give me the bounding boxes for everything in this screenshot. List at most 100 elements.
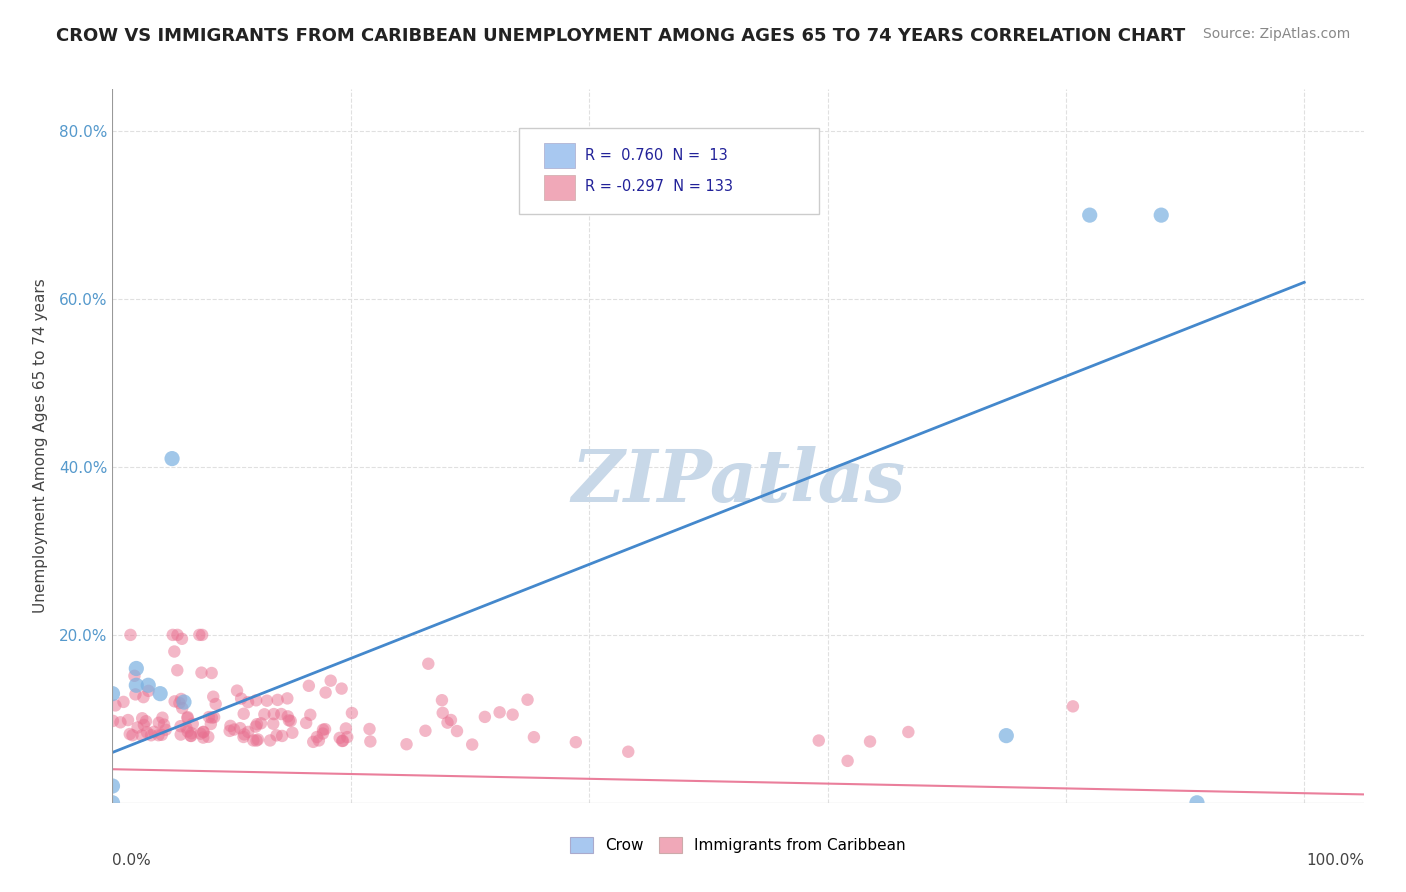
Point: [995, 729, 1018, 743]
Point: [335, 722, 357, 736]
Point: [305, 730, 328, 744]
Point: [430, 693, 453, 707]
Point: [190, 727, 212, 741]
Point: [176, 721, 198, 735]
Point: [136, 678, 159, 692]
Point: [166, 663, 188, 677]
Point: [150, 728, 173, 742]
Bar: [544, 175, 575, 200]
Point: [461, 738, 484, 752]
Point: [336, 730, 359, 744]
Point: [181, 716, 204, 731]
Point: [104, 698, 127, 713]
Point: [132, 690, 155, 705]
Point: [204, 697, 226, 711]
Point: [236, 725, 259, 739]
Point: [446, 724, 468, 739]
Text: R = -0.297  N = 133: R = -0.297 N = 133: [585, 179, 734, 194]
Point: [330, 681, 353, 696]
Point: [432, 706, 454, 720]
Point: [280, 714, 302, 728]
Text: ZIPatlas: ZIPatlas: [571, 446, 905, 517]
Point: [190, 665, 212, 680]
Point: [125, 678, 148, 692]
Point: [219, 719, 242, 733]
Text: R =  0.760  N =  13: R = 0.760 N = 13: [585, 148, 728, 163]
Point: [395, 737, 418, 751]
Point: [201, 665, 224, 680]
Point: [170, 692, 193, 706]
Point: [276, 691, 298, 706]
Point: [308, 733, 330, 747]
Point: [314, 722, 336, 736]
Point: [340, 706, 363, 720]
Point: [143, 724, 166, 739]
Point: [180, 729, 202, 743]
Point: [516, 692, 538, 706]
Point: [163, 694, 186, 708]
Point: [617, 745, 640, 759]
Point: [277, 709, 299, 723]
Point: [148, 715, 170, 730]
Point: [139, 728, 162, 742]
Point: [266, 693, 288, 707]
Point: [101, 779, 124, 793]
Point: [110, 715, 132, 730]
Point: [200, 717, 222, 731]
Text: 0.0%: 0.0%: [112, 853, 152, 868]
Point: [152, 711, 174, 725]
Point: [163, 644, 186, 658]
Text: Source: ZipAtlas.com: Source: ZipAtlas.com: [1202, 27, 1350, 41]
Point: [1062, 699, 1084, 714]
Point: [330, 734, 353, 748]
Point: [837, 754, 859, 768]
Point: [859, 734, 882, 748]
Point: [415, 723, 437, 738]
Point: [232, 706, 254, 721]
Point: [170, 632, 193, 646]
Point: [162, 628, 184, 642]
Point: [180, 729, 202, 743]
Point: [101, 796, 124, 810]
Point: [218, 723, 240, 738]
Point: [101, 714, 124, 728]
Point: [176, 710, 198, 724]
Point: [266, 728, 288, 742]
Point: [523, 730, 546, 744]
Point: [319, 673, 342, 688]
Legend: Crow, Immigrants from Caribbean: Crow, Immigrants from Caribbean: [564, 831, 912, 859]
Point: [315, 685, 337, 699]
Point: [170, 728, 193, 742]
Point: [131, 728, 153, 742]
Point: [1078, 208, 1101, 222]
Point: [332, 733, 354, 747]
Point: [224, 723, 246, 737]
Point: [173, 695, 195, 709]
Point: [807, 733, 830, 747]
Point: [233, 727, 256, 741]
Point: [132, 718, 155, 732]
Point: [1185, 796, 1208, 810]
Text: CROW VS IMMIGRANTS FROM CARIBBEAN UNEMPLOYMENT AMONG AGES 65 TO 74 YEARS CORRELA: CROW VS IMMIGRANTS FROM CARIBBEAN UNEMPL…: [56, 27, 1185, 45]
Text: 100.0%: 100.0%: [1306, 853, 1364, 868]
Point: [263, 707, 285, 722]
Point: [201, 711, 224, 725]
Point: [202, 710, 225, 724]
Point: [418, 657, 440, 671]
Point: [176, 724, 198, 739]
Point: [271, 729, 294, 743]
Point: [138, 684, 160, 698]
Point: [176, 711, 198, 725]
Point: [153, 717, 176, 731]
Point: [202, 690, 225, 704]
Point: [124, 669, 146, 683]
Point: [197, 730, 219, 744]
Point: [245, 733, 267, 747]
Point: [118, 727, 141, 741]
Point: [198, 710, 221, 724]
Point: [502, 707, 524, 722]
Point: [160, 451, 183, 466]
Y-axis label: Unemployment Among Ages 65 to 74 years: Unemployment Among Ages 65 to 74 years: [32, 278, 48, 614]
Point: [277, 714, 299, 728]
Point: [1150, 208, 1173, 222]
